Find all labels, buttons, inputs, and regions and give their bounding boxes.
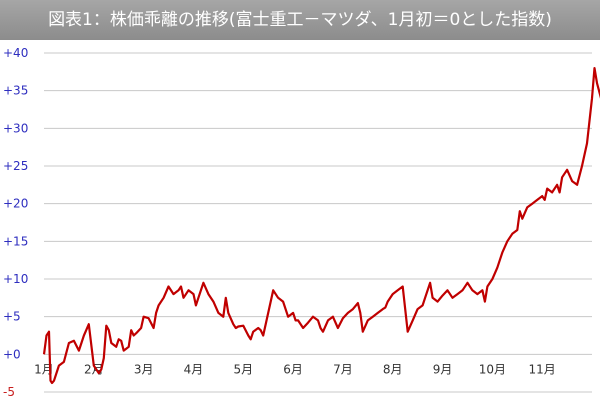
x-tick-label: 5月 (233, 362, 253, 376)
y-axis-ticks: +40 +35 +30 +25 +20 +15 +10 +5 +0 -5 (3, 46, 28, 399)
series-line (42, 67, 600, 385)
series-layer (42, 67, 600, 385)
chart-title: 図表1：株価乖離の推移(富士重工－マツダ、1月初＝0とした指数) (0, 0, 600, 40)
y-tick-label: +10 (3, 272, 28, 286)
x-tick-label: 11月 (529, 362, 556, 376)
y-tick-label: +0 (3, 347, 21, 361)
y-tick-label: -5 (3, 385, 15, 399)
y-tick-label: +30 (3, 121, 28, 135)
y-tick-label: +15 (3, 234, 28, 248)
x-tick-label: 9月 (433, 362, 453, 376)
y-tick-label: +40 (3, 46, 28, 60)
x-tick-label: 4月 (184, 362, 204, 376)
x-axis-ticks: 1月 2月 3月 4月 5月 6月 7月 8月 9月 10月 11月 (34, 362, 556, 376)
x-tick-label: 10月 (479, 362, 506, 376)
x-tick-label: 1月 (34, 362, 54, 376)
x-tick-label: 7月 (333, 362, 353, 376)
x-tick-label: 8月 (383, 362, 403, 376)
y-tick-label: +25 (3, 159, 28, 173)
x-tick-label: 3月 (134, 362, 154, 376)
line-chart: +40+35+30+25+20+15+10+5+0-5 1月 2月 3月 4月 5月 6月… (3, 46, 600, 399)
y-tick-label: +20 (3, 197, 28, 211)
gridlines (44, 52, 592, 393)
x-tick-label: 6月 (283, 362, 303, 376)
y-tick-label: +35 (3, 84, 28, 98)
y-tick-label: +5 (3, 310, 21, 324)
